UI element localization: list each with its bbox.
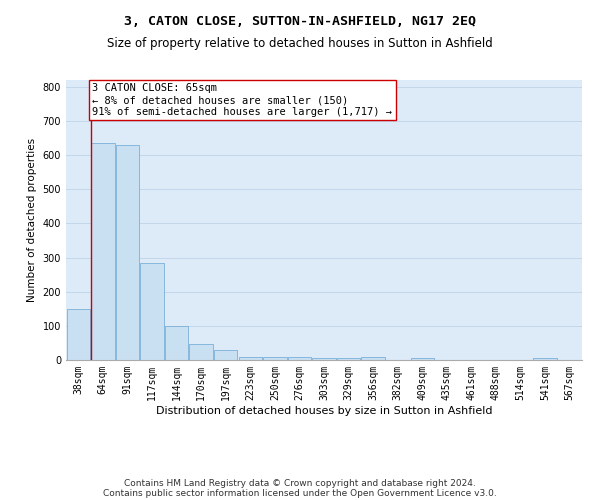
Bar — [116, 145, 139, 360]
Bar — [361, 358, 385, 360]
X-axis label: Distribution of detached houses by size in Sutton in Ashfield: Distribution of detached houses by size … — [156, 406, 492, 415]
Bar — [239, 356, 262, 360]
Bar — [190, 344, 213, 360]
Text: Contains public sector information licensed under the Open Government Licence v3: Contains public sector information licen… — [103, 488, 497, 498]
Bar — [67, 309, 90, 360]
Bar — [214, 350, 238, 360]
Text: Size of property relative to detached houses in Sutton in Ashfield: Size of property relative to detached ho… — [107, 38, 493, 51]
Text: 3, CATON CLOSE, SUTTON-IN-ASHFIELD, NG17 2EQ: 3, CATON CLOSE, SUTTON-IN-ASHFIELD, NG17… — [124, 15, 476, 28]
Bar — [263, 356, 287, 360]
Text: Contains HM Land Registry data © Crown copyright and database right 2024.: Contains HM Land Registry data © Crown c… — [124, 478, 476, 488]
Y-axis label: Number of detached properties: Number of detached properties — [27, 138, 37, 302]
Text: 3 CATON CLOSE: 65sqm
← 8% of detached houses are smaller (150)
91% of semi-detac: 3 CATON CLOSE: 65sqm ← 8% of detached ho… — [92, 84, 392, 116]
Bar — [313, 358, 335, 360]
Bar — [91, 143, 115, 360]
Bar — [410, 358, 434, 360]
Bar — [288, 358, 311, 360]
Bar — [165, 326, 188, 360]
Bar — [140, 262, 164, 360]
Bar — [533, 358, 557, 360]
Bar — [337, 358, 360, 360]
